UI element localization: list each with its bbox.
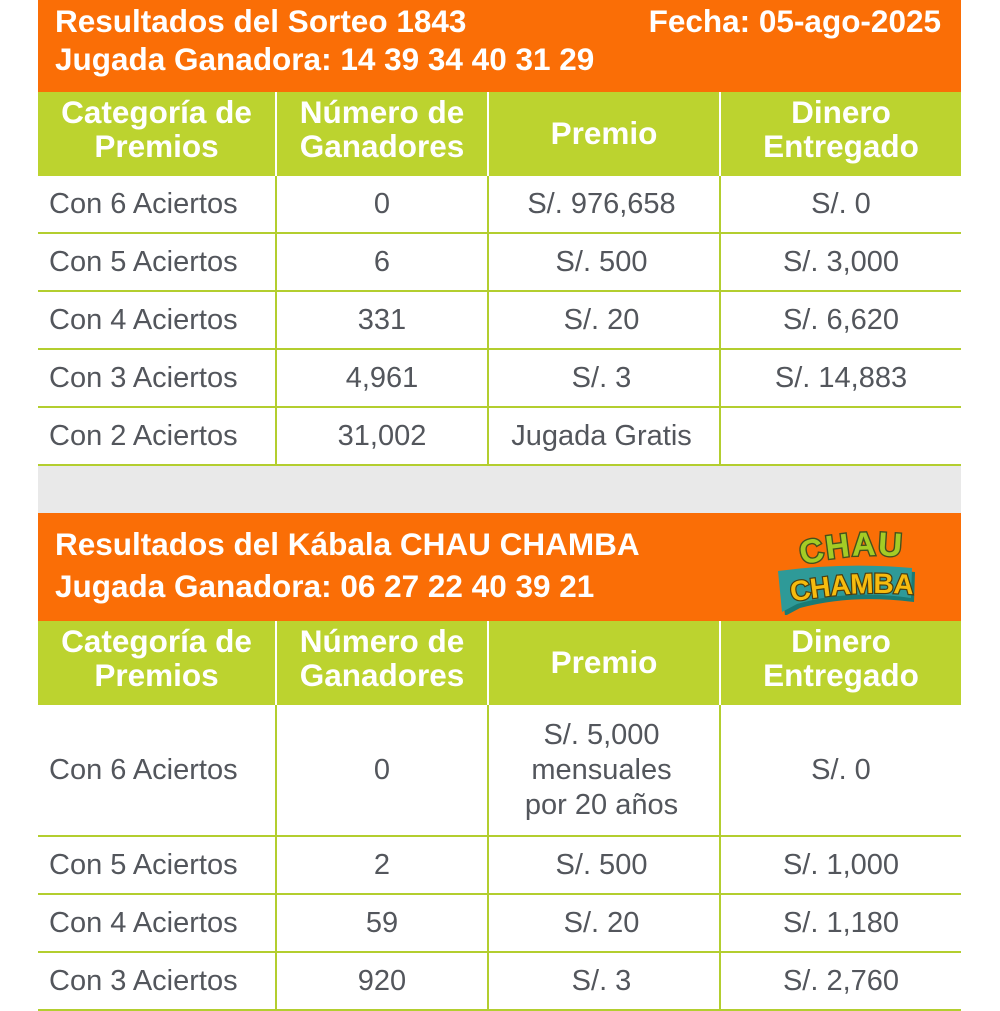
svg-text:CHAU: CHAU: [796, 525, 905, 572]
svg-text:CHAMBA: CHAMBA: [788, 568, 915, 608]
